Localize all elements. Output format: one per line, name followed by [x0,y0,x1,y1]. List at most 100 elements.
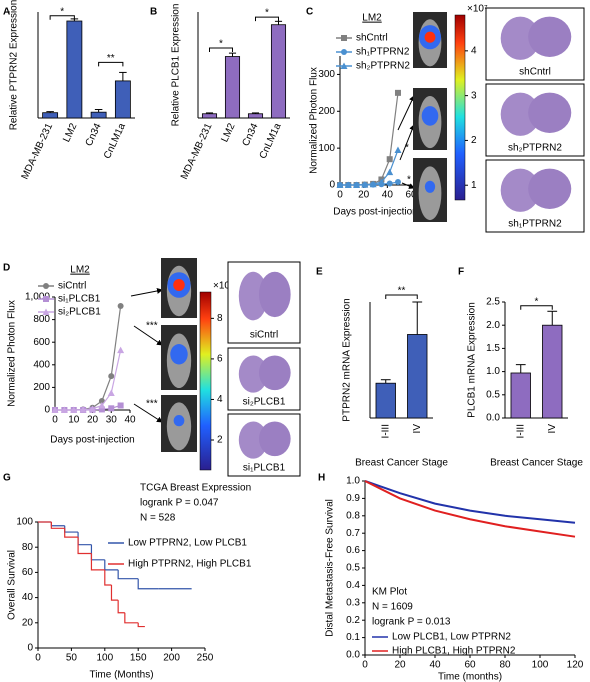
arrow [399,124,415,161]
y-tick-label: 60 [22,567,34,578]
colorbar [199,291,212,471]
signal-hot [173,279,185,291]
chart-title: LM2 [362,13,382,24]
y-tick-label: 20 [22,617,34,628]
x-tick-label: CnLM1a [102,121,128,160]
data-point [117,303,124,310]
y-tick-label: 100 [16,517,33,528]
survival-step [117,569,139,580]
y-tick-label: 800 [33,314,50,325]
significance-label: ** [107,53,115,64]
survival-step [64,525,79,533]
x-tick-label: 20 [394,660,406,671]
legend-label: sh₁PTPRN2 [356,47,410,58]
bar [224,56,241,119]
annotation: TCGA Breast Expression [140,483,251,494]
survival-step [124,612,139,624]
x-tick-label: 0 [362,660,368,671]
survival-step [64,528,79,538]
data-point [51,406,59,413]
y-tick-label: 0.5 [346,563,360,574]
survival-step [137,622,145,628]
survival-step [50,522,65,529]
legend-label: si₂PLCB1 [58,307,101,318]
significance-bracket [255,16,279,22]
data-point [117,346,125,354]
bar [407,334,428,419]
legend-marker [341,35,347,41]
data-point [79,406,87,413]
significance-bracket [209,47,233,53]
survival-step [137,578,159,590]
bar [375,382,396,419]
significance-label: * [265,8,269,19]
data-point [386,180,393,187]
x-tick-label: I-III [380,424,391,438]
colorbar-label: ×10⁷ [467,4,488,15]
x-axis-label: Breast Cancer Stage [355,458,448,469]
signal [173,415,185,427]
x-tick-label: 20 [358,190,370,201]
mouse-body [166,402,192,451]
data-point [98,406,105,413]
signal-hot [424,31,436,43]
x-tick-label: IV [412,424,423,434]
significance-label: ** [398,286,406,297]
x-tick-label: 0 [52,415,58,426]
legend-marker [341,49,347,55]
y-tick-label: 0.1 [346,632,360,643]
lung-lobe [528,168,572,209]
colorbar-tick-label: 4 [471,45,477,56]
y-axis-label: Relative PLCB1 Expression [171,4,182,127]
annotation: N = 528 [140,513,176,524]
series-line [55,349,122,411]
significance-bracket [49,15,75,20]
x-tick-label: CnLM1a [258,121,284,160]
legend-label: Low PLCB1, Low PTPRN2 [392,632,511,643]
x-tick-label: MDA-MB-231 [20,121,56,181]
x-tick-label: 120 [567,660,584,671]
x-tick-label: 0 [337,190,343,201]
lung-lobe [238,421,268,459]
significance-label: * [535,296,539,307]
series-line [340,149,399,186]
chart-title: LM2 [70,265,90,276]
x-tick-label: 150 [130,653,147,664]
panel-letter: E [316,267,323,278]
arrow [133,403,163,423]
annotation: N = 1609 [372,602,413,613]
data-point [98,401,106,409]
panel-letter: H [318,473,325,484]
mouse-body [418,166,442,221]
x-tick-label: 30 [106,415,118,426]
y-tick-label: 2.0 [486,320,500,331]
bar [270,24,287,119]
y-tick-label: 200 [318,106,335,117]
bar [114,80,131,119]
y-axis-label: Distal Metastasis-Free Survival [325,499,336,637]
x-axis-label: Days post-injection [333,207,417,218]
survival-step [77,537,92,555]
lung-lobe [500,168,540,212]
x-tick-label: I-III [515,424,526,438]
x-tick-label: Cn34 [241,121,261,148]
y-tick-label: 0.4 [346,580,360,591]
lung-lobe [500,92,540,136]
lung-lobe [500,16,540,60]
x-tick-label: 0 [35,653,41,664]
arrow [130,288,163,297]
bar [542,324,563,419]
annotation: * [407,175,411,186]
lung-label: sh₂PTPRN2 [508,143,562,154]
y-tick-label: 2.5 [486,297,500,308]
x-tick-label: 60 [464,660,476,671]
x-axis-label: Breast Cancer Stage [490,458,583,469]
x-axis-label: Time (months) [438,672,502,682]
series-line [364,480,576,538]
lung-lobe [238,355,268,393]
data-point [108,405,115,412]
legend-label: siCntrl [58,281,86,292]
colorbar-tick-label: 2 [471,135,477,146]
data-point [107,389,115,397]
data-point [361,181,369,188]
